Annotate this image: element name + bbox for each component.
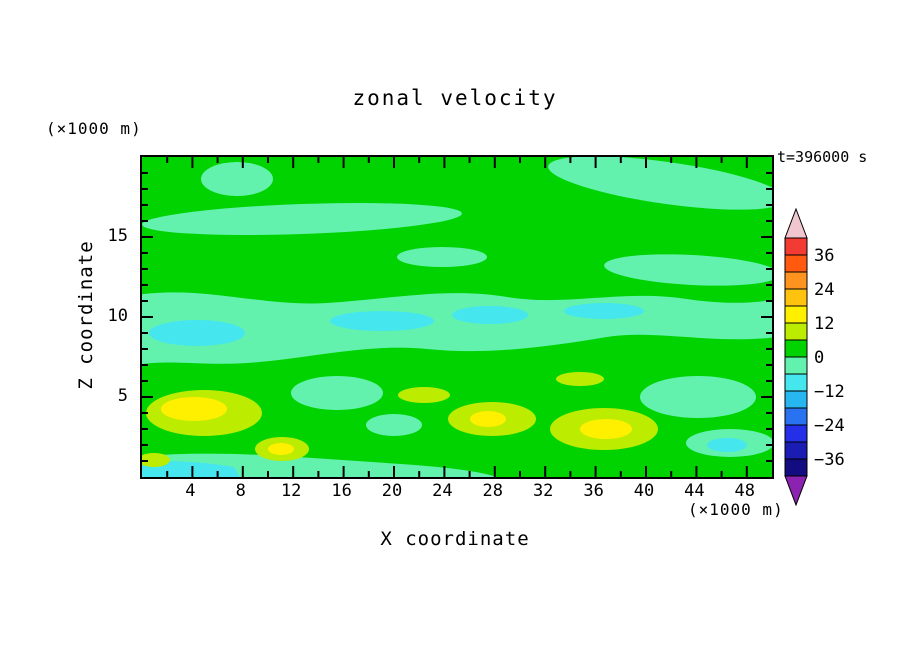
colorbar-label: 24 [814,280,835,300]
contour-region-yellow-2 [268,443,294,455]
colorbar-label: −12 [814,382,845,402]
contour-region-yellow-4 [580,419,632,439]
colorbar-segment [784,288,808,307]
x-axis-unit-label: (×1000 m) [688,500,784,519]
colorbar-segment [784,458,808,477]
colorbar-label: −36 [814,450,845,470]
contour-region-cyan-lower-right [707,438,747,452]
contour-region-cyan-core-1 [149,320,245,346]
plot-area [140,155,774,479]
colorbar-segment [784,407,808,426]
contour-region-aquamarine-lower-blob-1 [291,376,383,410]
colorbar-under-arrow [784,475,808,507]
colorbar-label: 12 [814,314,835,334]
x-tick-label: 32 [532,481,554,501]
x-axis-tick-labels: 4 8 12 16 20 24 28 32 36 40 44 48 [140,481,770,501]
y-tick-label: 10 [107,306,128,326]
colorbar-segment [784,254,808,273]
contour-region-aquamarine-top-blob [201,162,273,196]
x-tick-label: 44 [684,481,705,501]
contour-region-chartreuse-corner [142,453,170,467]
colorbar-segment [784,237,808,256]
colorbar-label: 0 [814,348,825,368]
x-tick-label: 12 [280,481,302,501]
x-tick-label: 40 [633,481,655,501]
y-axis-unit-label: (×1000 m) [46,119,142,138]
colorbar-segment [784,271,808,290]
contour-region-yellow-1 [161,397,227,421]
chart-title: zonal velocity [352,86,558,110]
colorbar-segment [784,339,808,358]
contour-region-aquamarine-lower-blob-2 [366,414,422,436]
x-tick-label: 4 [185,481,196,501]
x-tick-label: 48 [734,481,756,501]
contour-region-cyan-core-4 [564,303,644,319]
colorbar-segment [784,356,808,375]
y-tick-label: 15 [107,226,128,246]
colorbar-segment [784,305,808,324]
colorbar-over-arrow [784,207,808,239]
contour-region-cyan-core-3 [452,306,528,324]
y-tick-label: 5 [117,386,128,406]
colorbar-segment [784,424,808,443]
contour-region-aquamarine-lower-right-1 [640,376,756,418]
colorbar-label: 36 [814,246,835,266]
x-tick-label: 36 [583,481,604,501]
contour-field [142,157,772,477]
x-tick-label: 24 [432,481,453,501]
contour-region-chartreuse-5 [398,387,450,403]
contour-region-aquamarine-upper-band [142,203,462,235]
colorbar-segment [784,322,808,341]
x-tick-label: 16 [331,481,352,501]
colorbar-graphic [784,207,808,507]
contour-region-cyan-core-2 [330,311,434,331]
axis-tick-marks [142,157,772,477]
contour-region-aquamarine-topright-band [548,157,772,210]
colorbar-segment [784,441,808,460]
contour-region-aquamarine-right-streak [604,254,772,286]
colorbar-label: −24 [814,416,845,436]
x-axis-title: X coordinate [380,528,530,550]
contour-region-aquamarine-center-streak [397,247,487,267]
x-tick-label: 20 [381,481,403,501]
time-annotation: t=396000 s [777,148,868,166]
contour-region-chartreuse-6 [556,372,604,386]
colorbar-segment [784,390,808,409]
x-tick-label: 8 [235,481,246,501]
colorbar-segment [784,373,808,392]
x-tick-label: 28 [482,481,504,501]
colorbar [784,207,808,510]
contour-region-yellow-3 [470,411,506,427]
